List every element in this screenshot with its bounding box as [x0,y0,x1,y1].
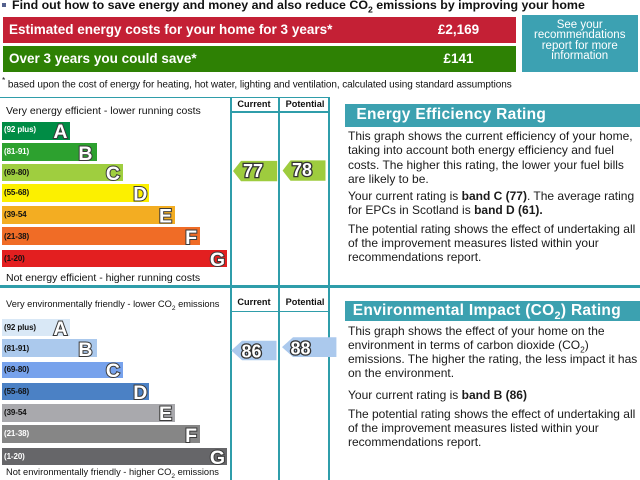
svg-text:D: D [133,382,147,404]
svg-text:A: A [53,121,67,143]
svg-text:D: D [133,184,147,206]
svg-text:86: 86 [241,341,261,361]
svg-text:F: F [185,227,197,249]
svg-text:F: F [185,425,197,447]
svg-text:C: C [106,163,120,185]
svg-text:77: 77 [243,161,263,181]
svg-text:B: B [78,339,92,361]
svg-text:78: 78 [292,160,312,180]
svg-text:88: 88 [290,339,310,359]
svg-text:G: G [210,447,225,469]
svg-text:G: G [210,249,225,271]
svg-text:B: B [78,143,92,165]
svg-text:C: C [106,360,120,382]
svg-text:E: E [159,403,172,425]
svg-text:E: E [159,205,172,227]
svg-text:A: A [53,318,67,340]
